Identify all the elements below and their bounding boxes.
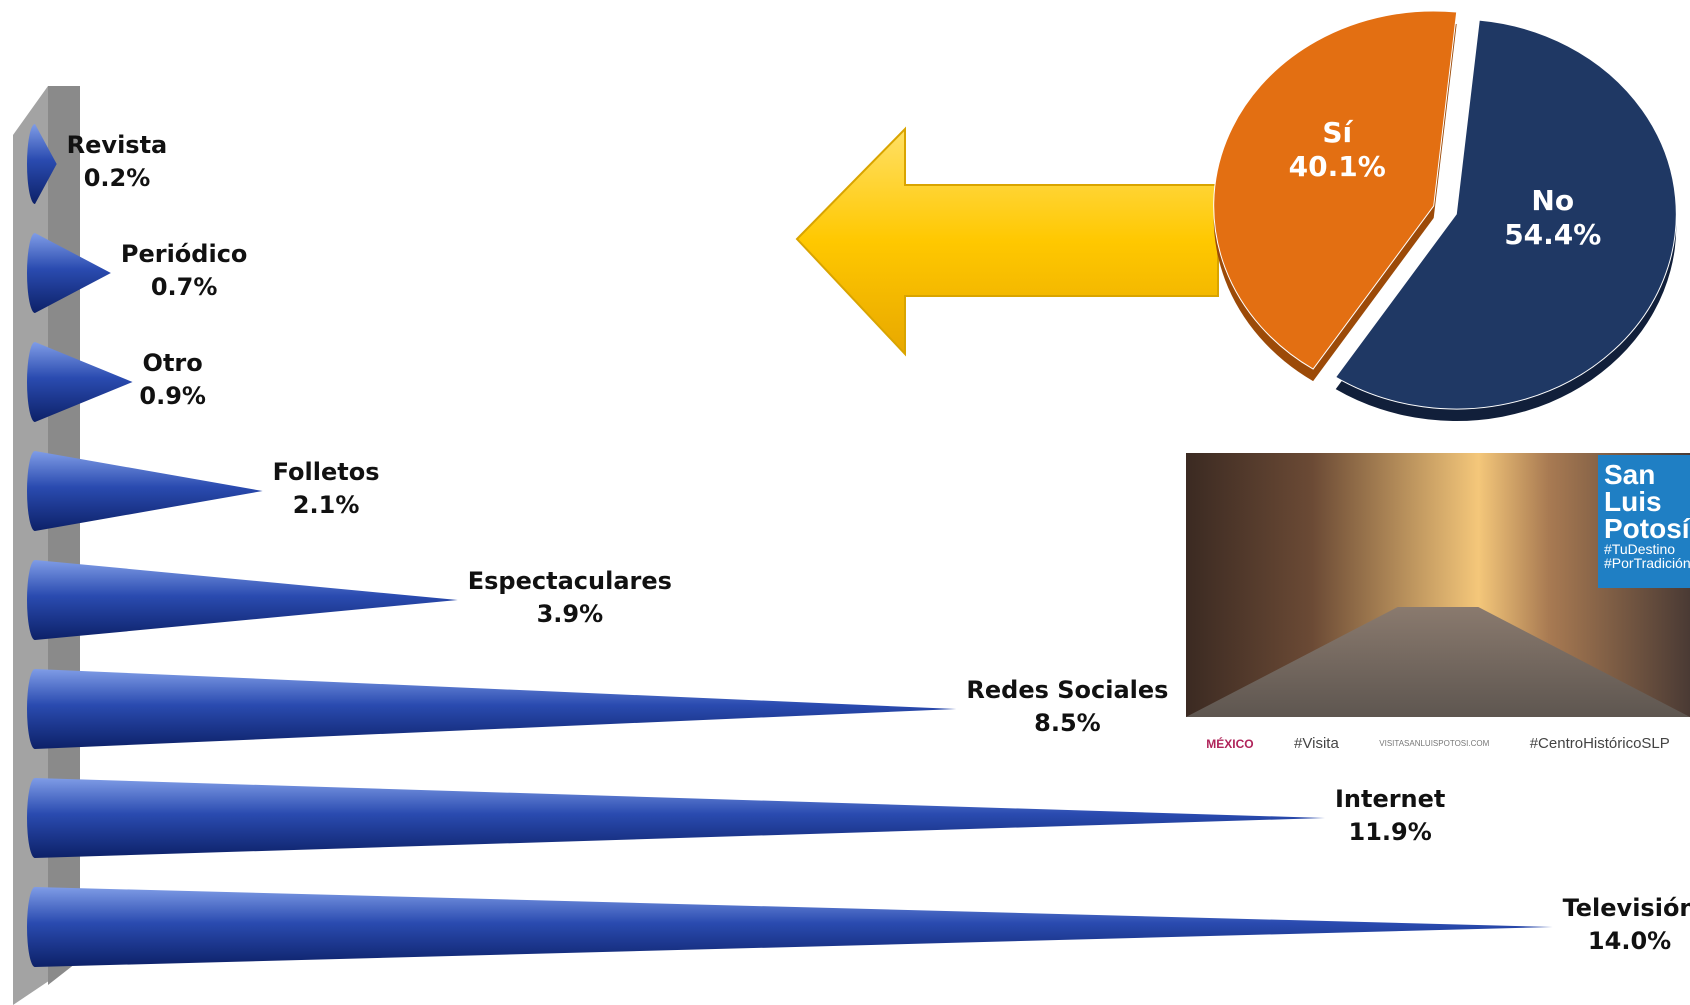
value-label: 2.1% [293, 491, 360, 519]
brand-title: San Luis Potosí [1604, 459, 1690, 544]
wall-side [48, 86, 80, 985]
category-label: Periódico [121, 240, 248, 268]
footer-tag: #Visita [1294, 735, 1339, 752]
brand-tag: #TuDestino [1604, 541, 1676, 557]
cone [27, 887, 1553, 967]
category-label: Redes Sociales [966, 676, 1168, 704]
value-label: 14.0% [1588, 927, 1671, 955]
category-label: Folletos [273, 458, 380, 486]
banner-footer: MÉXICO #Visita VISITASANLUISPOTOSI.COM #… [1186, 717, 1690, 770]
banner: San Luis Potosí #TuDestino #PorTradición… [1186, 453, 1690, 770]
pie-slice [1213, 10, 1458, 370]
category-label: Internet [1335, 785, 1445, 813]
pie-slice [1334, 19, 1677, 410]
value-label: 0.7% [151, 273, 218, 301]
slice-value: 54.4% [1504, 218, 1601, 251]
value-label: 0.9% [139, 382, 206, 410]
footer-logo: MÉXICO [1206, 736, 1254, 751]
footer-url: VISITASANLUISPOTOSI.COM [1379, 739, 1490, 748]
slice-label: No [1531, 184, 1574, 217]
cone [27, 669, 957, 749]
category-label: Televisión [1563, 894, 1690, 922]
arrow [795, 126, 1219, 357]
brand-box: San Luis Potosí #TuDestino #PorTradición [1598, 455, 1690, 588]
category-label: Espectaculares [468, 567, 672, 595]
street [1186, 607, 1690, 717]
category-label: Otro [143, 349, 203, 377]
value-label: 11.9% [1349, 818, 1432, 846]
slice-value: 40.1% [1289, 150, 1386, 183]
cone [27, 342, 133, 422]
cone [27, 451, 263, 531]
cone [27, 233, 111, 313]
slice-label: Sí [1322, 116, 1353, 149]
value-label: 0.2% [84, 164, 151, 192]
brand-tag: #PorTradición [1604, 555, 1690, 571]
footer-tag: #CentroHistóricoSLP [1529, 735, 1670, 752]
category-label: Revista [67, 131, 168, 159]
cone [27, 124, 57, 204]
value-label: 3.9% [537, 600, 604, 628]
value-label: 8.5% [1034, 709, 1101, 737]
cone [27, 778, 1325, 858]
cone [27, 560, 458, 640]
